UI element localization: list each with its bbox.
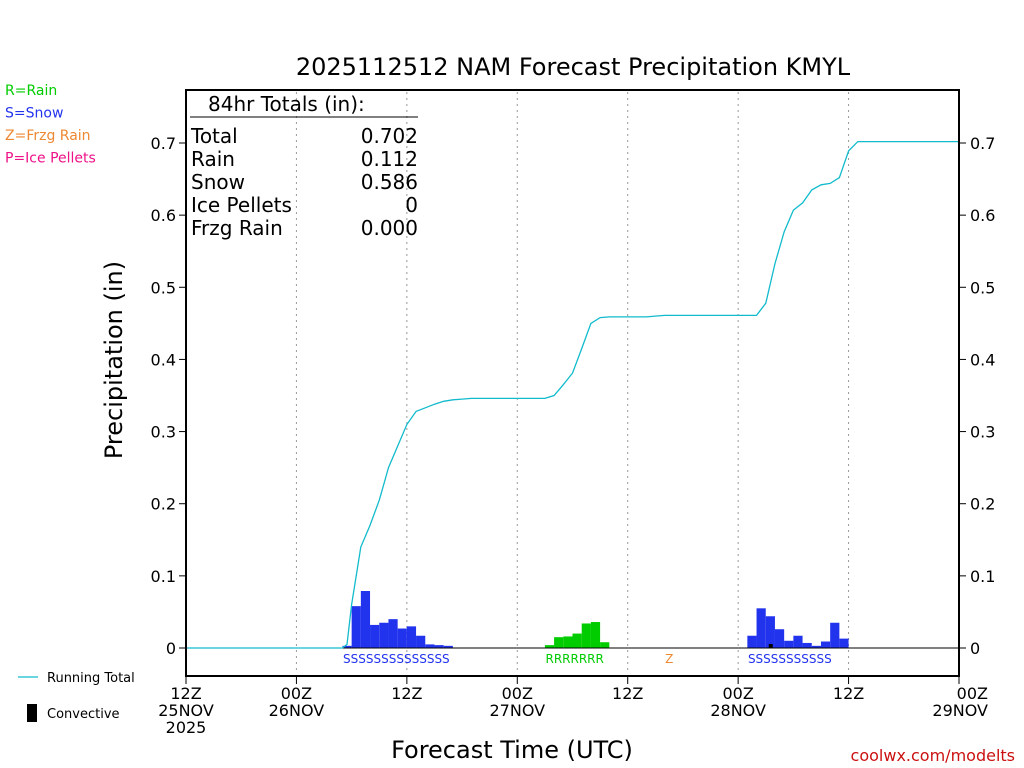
ytick-label-left-6: 0.6 [151, 206, 176, 225]
running-total-line [186, 140, 959, 649]
rain-bar-5 [590, 622, 601, 648]
rain-bar-0 [544, 645, 555, 648]
xtick-label-2-0: 12Z [391, 684, 422, 703]
ptype-legend: R=Rain S=Snow Z=Frzg Rain P=Ice Pellets [5, 83, 96, 167]
xtick-label-7-0: 00Z [957, 684, 988, 703]
totals-label-2: Snow [191, 170, 245, 194]
totals-value-4: 0.000 [361, 216, 418, 240]
snow-bar-19 [811, 645, 821, 648]
xtick-label-4-0: 12Z [612, 684, 643, 703]
snow-bar-8 [416, 635, 426, 648]
snow-bar-10 [434, 645, 444, 648]
xtick-label-3-0: 00Z [502, 684, 533, 703]
ptype-label-0: SSSSSSSSSSSSSS [343, 652, 450, 666]
ytick-label-right-5: 0.5 [970, 278, 995, 297]
totals-value-1: 0.112 [361, 147, 418, 171]
snow-bar-7 [406, 626, 417, 648]
rain-bar-4 [581, 623, 591, 648]
snow-bar-5 [388, 619, 398, 648]
totals-box: 84hr Totals (in): Total 0.702 Rain 0.112 Sno… [190, 92, 418, 240]
ytick-label-right-0: 0 [970, 639, 980, 658]
ytick-label-right-1: 0.1 [970, 567, 995, 586]
snow-bar-20 [820, 641, 831, 648]
xtick-label-0-0: 12Z [170, 684, 201, 703]
snow-bar-15 [774, 629, 785, 648]
snow-bar-21 [830, 622, 840, 648]
rain-bar-2 [563, 636, 573, 648]
snow-bar-11 [443, 645, 453, 648]
ytick-label-right-6: 0.6 [970, 206, 995, 225]
ptype-legend-0: R=Rain [5, 83, 57, 99]
totals-header: 84hr Totals (in): [208, 92, 365, 116]
xtick-label-5-1: 28NOV [710, 701, 766, 720]
totals-label-0: Total [190, 124, 238, 148]
xtick-label-6-0: 12Z [833, 684, 864, 703]
snow-bar-6 [397, 628, 407, 648]
rain-bar-3 [572, 633, 582, 648]
chart-title: 2025112512 NAM Forecast Precipitation KM… [296, 53, 851, 81]
ptype-legend-2: Z=Frzg Rain [5, 128, 91, 144]
totals-label-4: Frzg Rain [191, 216, 283, 240]
snow-bar-14 [765, 616, 775, 648]
ptype-legend-3: P=Ice Pellets [5, 151, 96, 167]
rain-bar-1 [554, 637, 564, 648]
totals-value-3: 0 [405, 193, 418, 217]
ytick-label-left-7: 0.7 [151, 134, 176, 153]
ytick-label-left-3: 0.3 [151, 423, 176, 442]
totals-rows: Total 0.702 Rain 0.112 Snow 0.586 Ice Pellets 0… [190, 124, 418, 240]
ptype-label-2: Z [665, 652, 673, 666]
x-axis-label: Forecast Time (UTC) [391, 736, 633, 764]
snow-bar-3 [370, 624, 380, 648]
running-total-legend: Running Total [47, 671, 135, 686]
snow-bar-17 [793, 635, 803, 648]
ptype-legend-1: S=Snow [5, 106, 63, 122]
ytick-label-right-4: 0.4 [970, 350, 995, 369]
y-axis-ticks: 0 0 0.1 0.1 0.2 0.2 0.3 0.3 0.4 0.4 0.5 0.5 0.6 0.6 0.… [151, 134, 996, 658]
xtick-label-1-1: 26NOV [269, 701, 325, 720]
ytick-label-left-1: 0.1 [151, 567, 176, 586]
snow-bar-16 [784, 640, 794, 648]
snow-bar-13 [756, 608, 766, 648]
snow-bar-12 [747, 635, 757, 648]
snow-bar-22 [839, 638, 849, 648]
totals-value-2: 0.586 [361, 170, 418, 194]
snow-bar-4 [379, 622, 389, 648]
convective-marker [768, 644, 773, 648]
xtick-label-0-2: 2025 [166, 718, 207, 737]
y-axis-label: Precipitation (in) [100, 261, 128, 459]
xtick-label-1-0: 00Z [281, 684, 312, 703]
plot-frame [185, 89, 960, 677]
ytick-label-left-4: 0.4 [151, 350, 176, 369]
snow-bar-0 [342, 645, 352, 648]
xtick-label-0-1: 25NOV [158, 701, 214, 720]
totals-label-1: Rain [191, 147, 235, 171]
rain-bar-6 [600, 642, 610, 648]
snow-bar-2 [360, 591, 371, 648]
ytick-label-right-3: 0.3 [970, 423, 995, 442]
totals-value-0: 0.702 [361, 124, 418, 148]
snow-bar-1 [351, 606, 361, 648]
ptype-label-1: RRRRRRR [545, 652, 603, 666]
xtick-label-3-1: 27NOV [489, 701, 545, 720]
ytick-label-left-2: 0.2 [151, 495, 176, 514]
ytick-label-right-2: 0.2 [970, 495, 995, 514]
xtick-label-7-1: 29NOV [932, 701, 988, 720]
totals-label-3: Ice Pellets [191, 193, 292, 217]
bottom-legend: Running Total Convective [18, 671, 135, 722]
ytick-label-left-0: 0 [166, 639, 176, 658]
grid-lines [295, 92, 850, 674]
ytick-label-left-5: 0.5 [151, 278, 176, 297]
snow-bar-18 [802, 642, 812, 648]
ytick-label-right-7: 0.7 [970, 134, 995, 153]
convective-swatch [27, 704, 37, 722]
xtick-label-5-0: 00Z [722, 684, 753, 703]
credit-text: coolwx.com/modelts [851, 746, 1015, 765]
precip-bars [342, 591, 849, 648]
ptype-labels: SSSSSSSSSSSSSS RRRRRRR Z SSSSSSSSSSS [343, 652, 832, 666]
convective-legend: Convective [47, 707, 120, 722]
snow-bar-9 [425, 644, 435, 648]
ptype-label-3: SSSSSSSSSSS [748, 652, 832, 666]
